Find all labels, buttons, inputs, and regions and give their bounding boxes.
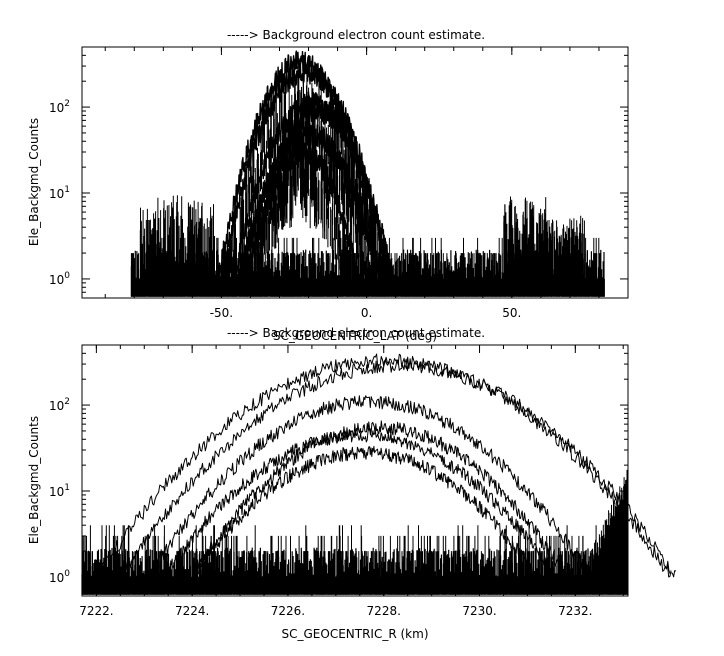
x-tick-label: 50.: [502, 306, 521, 320]
x-tick-label: -50.: [210, 306, 233, 320]
plot-marks: [81, 353, 677, 595]
y-tick-label: 102: [49, 99, 70, 115]
x-tick-label: 7228.: [367, 604, 401, 618]
series-line-3: [191, 420, 566, 578]
chart-title: -----> Background electron count estimat…: [227, 326, 485, 340]
x-tick-label: 7226.: [271, 604, 305, 618]
x-tick-label: 7230.: [462, 604, 496, 618]
y-tick-label: 100: [49, 271, 70, 287]
plot-frame: [81, 344, 629, 597]
x-tick-label: 7222.: [79, 604, 113, 618]
x-tick-label: 7232.: [558, 604, 592, 618]
y-tick-label: 102: [49, 397, 70, 413]
noise-patch-1: [502, 196, 548, 293]
noise-patch-2: [546, 215, 585, 293]
x-tick-label: 0.: [361, 306, 372, 320]
chart-panel-top: -----> Background electron count estimat…: [27, 28, 629, 343]
series-line-5: [246, 139, 359, 290]
x-axis-label: SC_GEOCENTRIC_LAT (deg): [273, 329, 437, 343]
plot-marks: [130, 50, 605, 297]
noise-patch-0: [139, 195, 216, 293]
y-axis-label: Ele_Backgmd_Counts: [27, 118, 41, 246]
y-tick-label: 101: [49, 483, 70, 499]
y-tick-label: 100: [49, 569, 70, 585]
series-line-5: [191, 445, 538, 583]
x-tick-label: 7224.: [175, 604, 209, 618]
x-axis-label: SC_GEOCENTRIC_R (km): [282, 627, 429, 641]
chart-panel-bottom: -----> Background electron count estimat…: [27, 326, 677, 641]
edge-rise: [584, 469, 629, 591]
series-line-4: [162, 428, 557, 580]
axes: 7222. 7224. 7226. 7228. 7230. 7232. 100 101 102: [49, 344, 628, 618]
y-tick-label: 101: [49, 185, 70, 201]
y-axis-label: Ele_Backgmd_Counts: [27, 416, 41, 544]
series-spikes-5: [250, 153, 356, 293]
series-line-1: [119, 358, 677, 578]
chart-title: -----> Background electron count estimat…: [227, 28, 485, 42]
series-line-1: [220, 60, 391, 291]
plot-frame: [81, 46, 629, 299]
axes: -50. 0. 50. 100 101 102: [49, 46, 629, 320]
series-line-2: [148, 395, 591, 584]
